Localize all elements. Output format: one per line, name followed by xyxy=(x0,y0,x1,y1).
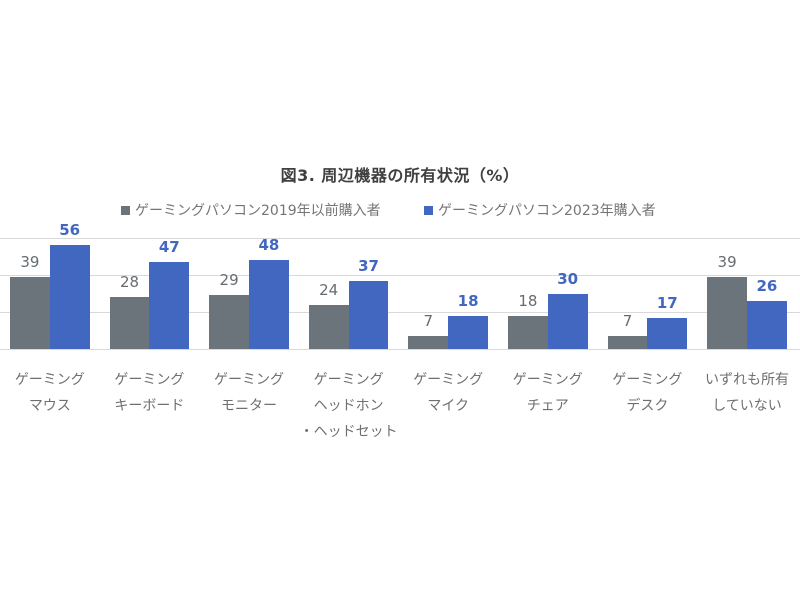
data-label-2023-3: 37 xyxy=(358,256,379,275)
category-label-line: ゲーミング xyxy=(114,372,185,388)
data-label-2019-0: 39 xyxy=(20,252,40,271)
category-label-2: ゲーミング モニター xyxy=(199,367,299,419)
chart-title-text: 周辺機器の所有状況（%） xyxy=(321,166,520,185)
data-label-2023-4: 18 xyxy=(457,291,479,310)
data-label-2023-6: 17 xyxy=(656,293,678,312)
bar-2023-5 xyxy=(547,293,588,349)
bar-2019-2 xyxy=(209,295,249,349)
gridline-60 xyxy=(0,238,800,239)
x-axis-line xyxy=(0,349,800,350)
category-label-line: ゲーミング xyxy=(214,372,284,388)
category-label-line: していない xyxy=(712,398,782,414)
legend-label-2023: ゲーミングパソコン2023年購入者 xyxy=(438,203,656,219)
category-label-line: ゲーミング xyxy=(14,372,85,388)
category-label-line: キーボード xyxy=(114,398,185,414)
bar-2019-0 xyxy=(10,276,50,349)
category-label-line: ・ヘッドセット xyxy=(299,424,398,440)
bar-2019-7 xyxy=(707,276,747,349)
legend-label-2019: ゲーミングパソコン2019年以前購入者 xyxy=(135,203,381,219)
chart-legend: ゲーミングパソコン2019年以前購入者 ゲーミングパソコン2023年購入者 xyxy=(0,200,800,222)
data-label-2019-3: 24 xyxy=(319,280,339,299)
category-label-line: デスク xyxy=(626,398,669,414)
bar-2023-3 xyxy=(348,280,389,349)
legend-item-2023: ゲーミングパソコン2023年購入者 xyxy=(424,200,656,220)
data-label-2019-2: 29 xyxy=(219,271,239,290)
bar-2019-3 xyxy=(308,304,349,349)
category-label-6: ゲーミング デスク xyxy=(597,367,697,419)
bar-2023-0 xyxy=(49,245,90,349)
data-label-2023-5: 30 xyxy=(557,269,579,288)
legend-swatch-blue-icon xyxy=(424,205,433,215)
data-label-2019-4: 7 xyxy=(423,312,434,331)
category-label-line: チェア xyxy=(526,398,569,414)
category-label-4: ゲーミング マイク xyxy=(398,367,498,419)
data-label-2019-7: 39 xyxy=(717,252,737,271)
category-label-0: ゲーミング マウス xyxy=(0,367,100,419)
gridline-40 xyxy=(0,275,800,276)
category-label-line: モニター xyxy=(221,398,277,414)
data-label-2023-1: 47 xyxy=(158,238,180,257)
category-label-line: ゲーミング xyxy=(612,372,683,388)
category-label-1: ゲーミングキーボード xyxy=(99,367,199,419)
bar-2023-6 xyxy=(647,317,688,349)
data-label-2019-6: 7 xyxy=(622,312,633,331)
category-label-3: ゲーミングヘッドホン・ヘッドセット xyxy=(299,367,399,445)
gridline-20 xyxy=(0,312,800,313)
chart-title: 図3. 周辺機器の所有状況（%） xyxy=(0,162,800,186)
bar-2019-6 xyxy=(607,336,648,349)
data-label-2023-2: 48 xyxy=(258,236,280,255)
legend-swatch-gray-icon xyxy=(121,205,130,215)
category-label-line: いずれも所有 xyxy=(705,372,789,388)
data-label-2019-1: 28 xyxy=(119,273,140,292)
data-label-2023-0: 56 xyxy=(59,221,81,240)
bar-2023-1 xyxy=(149,262,190,349)
bar-2019-1 xyxy=(109,297,150,349)
bar-2023-2 xyxy=(249,260,289,349)
bar-2023-4 xyxy=(448,315,488,349)
category-label-line: マウス xyxy=(28,398,71,414)
category-label-7: いずれも所有 していない xyxy=(697,367,797,419)
chart-title-prefix: 図3. xyxy=(280,166,316,185)
data-label-2023-7: 26 xyxy=(756,276,778,295)
legend-item-2019: ゲーミングパソコン2019年以前購入者 xyxy=(121,200,381,220)
category-label-line: ゲーミング xyxy=(413,372,484,388)
category-label-line: マイク xyxy=(427,398,470,414)
category-label-5: ゲーミング チェア xyxy=(498,367,598,419)
category-label-line: ゲーミング xyxy=(313,372,384,388)
category-label-line: ヘッドホン xyxy=(313,398,384,414)
bar-2019-5 xyxy=(508,315,548,349)
data-label-2019-5: 18 xyxy=(518,291,538,310)
bar-2019-4 xyxy=(408,336,449,349)
category-label-line: ゲーミング xyxy=(512,372,583,388)
bar-2023-7 xyxy=(747,300,787,349)
